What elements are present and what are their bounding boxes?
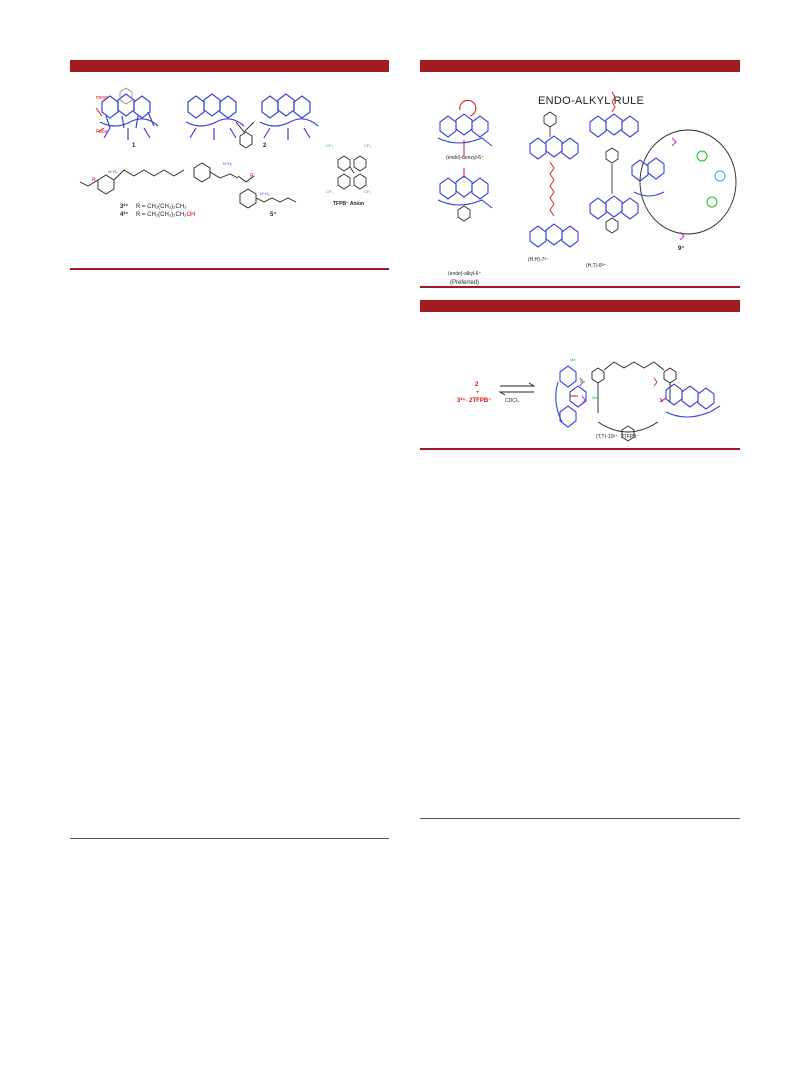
r-group-label-right: R [250, 173, 254, 179]
compound-1-label: 1 [132, 143, 136, 149]
compound-4-label: 4²⁺ [120, 212, 129, 218]
panel-c-header-bar [420, 300, 740, 312]
left-column-separator [70, 838, 389, 839]
ht-8-label: (H,T)-8²⁺ [586, 263, 607, 269]
me-label-3: Me [592, 395, 598, 400]
cf3-label-3: CF₃ [326, 189, 333, 194]
cf3-label-1: CF₃ [326, 143, 333, 148]
figure-panel-c: 2 + 3²⁺· 2TFPB⁻ CDCl₃ Me Me Me (T,T)-10²… [420, 300, 740, 452]
calixarene-structures-graphic [79, 87, 367, 209]
right-column-separator [420, 818, 740, 819]
panel-b-header-bar [420, 60, 740, 72]
compound-3-label: 3²⁺ [120, 204, 129, 210]
reactant-3-label: 3²⁺· 2TFPB⁻ [457, 398, 492, 404]
preferred-label: (Preferred) [450, 280, 480, 286]
compound-5-label: 5⁺ [270, 212, 277, 218]
compound-3-formula: R = CH₂(CH₂)₂CH₃ [136, 204, 187, 210]
panel-a-header-bar [70, 60, 389, 72]
tfpb-anion-label: TFPB⁻ Anion [333, 201, 365, 207]
figure-panel-a: meso Face 1 2 R N⁺H₂ N⁺H₂ R 3²⁺ R = CH₂(… [70, 60, 389, 272]
label-face: Face [96, 129, 108, 135]
complexation-equilibrium-graphic [498, 361, 721, 442]
solvent-label: CDCl₃ [505, 398, 519, 404]
nh2-label-right: N⁺H₂ [223, 161, 233, 166]
me-label-1: Me [570, 357, 576, 362]
plus-sign: + [476, 390, 480, 396]
nh2-label-left: N⁺H₂ [108, 169, 118, 174]
compound-4-formula-oh: OH [186, 212, 196, 218]
endo-benzyl-label: (endo)-benzyl-6⁺ [446, 155, 484, 161]
product-label: (T,T)-10²⁺· 2TFPB⁻ [596, 434, 640, 440]
cf3-label-4: CF₃ [364, 189, 371, 194]
panel-c-bottom-rule [420, 448, 740, 450]
hh-7-label: (H,H)-7²⁺ [528, 257, 549, 263]
compound-2-label: 2 [263, 143, 267, 149]
endo-alkyl-rule-title: ENDO-ALKYL RULE [538, 95, 645, 107]
endo-alkyl-rule-graphic [437, 91, 737, 248]
compound-4-formula-prefix: R = CH₂(CH₂)₂CH₂ [136, 212, 187, 218]
nh2-label-5: N⁺H₂ [260, 191, 270, 196]
cf3-label-2: CF₃ [364, 143, 371, 148]
reactant-2-label: 2 [475, 382, 479, 388]
label-meso: meso [96, 95, 109, 101]
me-label-2: Me [580, 379, 586, 384]
endo-alkyl-label: (endo)-alkyl-6⁺ [448, 271, 482, 277]
compound-4-formula: R = CH₂(CH₂)₂CH₂OH [136, 212, 195, 218]
panel-b-bottom-rule [420, 286, 740, 288]
panel-a-bottom-rule [70, 268, 389, 270]
compound-9-label: 9⁺ [678, 246, 685, 252]
figure-panel-b: ENDO-ALKYL RULE [420, 60, 740, 290]
r-group-label: R [92, 177, 96, 183]
